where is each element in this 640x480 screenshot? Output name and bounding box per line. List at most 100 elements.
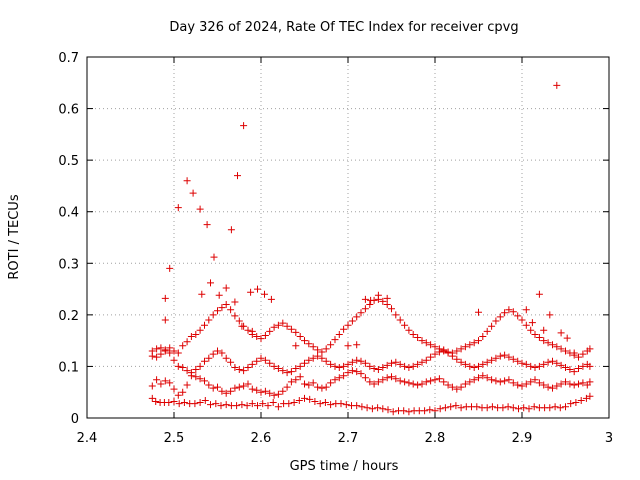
data-point [577,397,585,404]
data-point [405,408,413,416]
data-point [444,348,452,356]
data-point [234,172,241,180]
data-point [196,205,204,213]
data-point [418,380,426,388]
data-point [189,189,197,197]
data-point [174,362,182,370]
data-point [374,404,382,412]
data-point [579,350,587,358]
data-point [290,399,298,406]
data-point [448,383,456,391]
chart-title: Day 326 of 2024, Rate Of TEC Index for r… [169,20,518,35]
data-point [361,374,369,382]
data-point [170,356,178,364]
data-point [525,405,533,413]
data-point [322,345,330,353]
data-point [514,381,522,389]
data-point [301,394,308,402]
data-point [431,376,439,384]
data-point [409,331,417,338]
data-point [243,402,251,410]
data-point [427,353,435,361]
data-point [435,345,443,353]
data-point [361,305,369,313]
data-point [270,323,278,331]
data-point [426,406,434,414]
data-point [470,376,478,384]
data-point [327,360,335,368]
data-point [557,380,565,388]
data-point [384,406,392,414]
data-point [566,380,574,388]
data-point [301,337,308,345]
data-point [553,382,561,390]
data-point [305,340,313,348]
data-point [175,400,183,408]
data-point [579,362,587,370]
data-point [492,354,500,362]
data-point [279,367,287,375]
data-point [572,399,580,406]
data-point [535,379,543,387]
data-point [535,290,543,298]
data-point [240,382,248,390]
data-point [389,408,397,416]
data-point [257,388,265,396]
data-point [570,368,578,376]
data-point [287,325,295,333]
data-point [253,357,261,365]
data-point [174,204,182,212]
data-point [501,377,509,385]
data-point [292,365,300,372]
data-point [287,368,295,376]
data-point [227,358,235,366]
data-point [353,313,361,321]
data-point [409,362,417,370]
y-axis-title: ROTI / TECUs [7,194,22,279]
data-point [522,321,530,329]
data-point [187,369,195,377]
data-point [549,384,556,392]
data-point [528,319,536,327]
data-point [222,284,230,292]
data-point [269,399,277,406]
data-point [244,364,252,371]
data-point [344,369,352,377]
data-point [283,383,291,391]
data-point [295,397,303,404]
data-point [212,400,220,408]
data-point [475,362,482,370]
data-point [174,391,182,399]
data-point [418,358,426,366]
data-point [316,400,324,408]
data-point [267,295,275,303]
data-point [259,400,267,408]
data-point [217,402,225,410]
data-point [218,304,226,312]
data-point [540,337,548,345]
data-point [214,307,221,315]
data-point [379,364,387,371]
data-point [209,350,217,358]
data-point [161,294,169,302]
data-point [192,373,200,381]
data-point [357,309,365,317]
data-point [479,360,487,368]
data-point [379,405,387,413]
data-point [261,387,269,395]
data-point [501,351,509,359]
data-point [183,381,191,389]
data-point [274,403,282,411]
data-point [235,383,243,391]
data-point [470,339,478,347]
data-point [368,405,376,413]
data-point [522,380,530,388]
data-point [215,291,223,299]
data-point [179,388,187,396]
data-point [383,361,391,369]
data-point [148,347,156,355]
data-point [422,339,430,347]
data-point [575,365,582,372]
data-point [222,301,230,308]
